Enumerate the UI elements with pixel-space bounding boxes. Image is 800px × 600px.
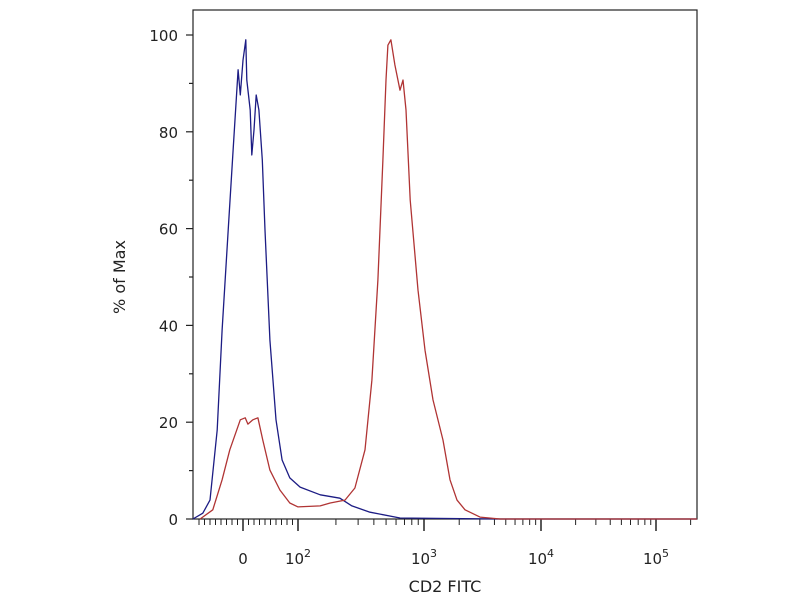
x-tick-exponent: 2 (304, 547, 311, 560)
x-tick-label: 105 (643, 547, 669, 568)
x-tick-exponent: 3 (430, 547, 437, 560)
plot-frame (192, 9, 698, 520)
y-tick-label: 60 (159, 221, 178, 239)
x-tick-label: 104 (528, 547, 554, 568)
series-line-0 (192, 39, 697, 520)
y-axis-label: % of Max (110, 240, 129, 314)
x-tick-base: 10 (411, 550, 430, 568)
y-tick-label: 40 (159, 317, 178, 335)
x-tick-label: 102 (285, 547, 311, 568)
x-tick-base: 0 (238, 550, 248, 568)
series-group (192, 39, 697, 520)
y-tick-label: 0 (168, 511, 178, 529)
x-tick-label: 103 (411, 547, 437, 568)
x-tick-exponent: 4 (547, 547, 554, 560)
x-tick-base: 10 (285, 550, 304, 568)
y-axis: 0 20 40 60 80 100 (149, 27, 193, 529)
x-tick-label: 0 (238, 550, 248, 568)
y-tick-label: 20 (159, 414, 178, 432)
x-axis-label: CD2 FITC (409, 577, 482, 596)
x-axis: 0 102 103 104 105 (198, 519, 692, 568)
x-tick-base: 10 (643, 550, 662, 568)
x-tick-base: 10 (528, 550, 547, 568)
x-tick-exponent: 5 (662, 547, 669, 560)
y-tick-label: 80 (159, 124, 178, 142)
series-line-1 (199, 39, 697, 520)
y-tick-label: 100 (149, 27, 178, 45)
